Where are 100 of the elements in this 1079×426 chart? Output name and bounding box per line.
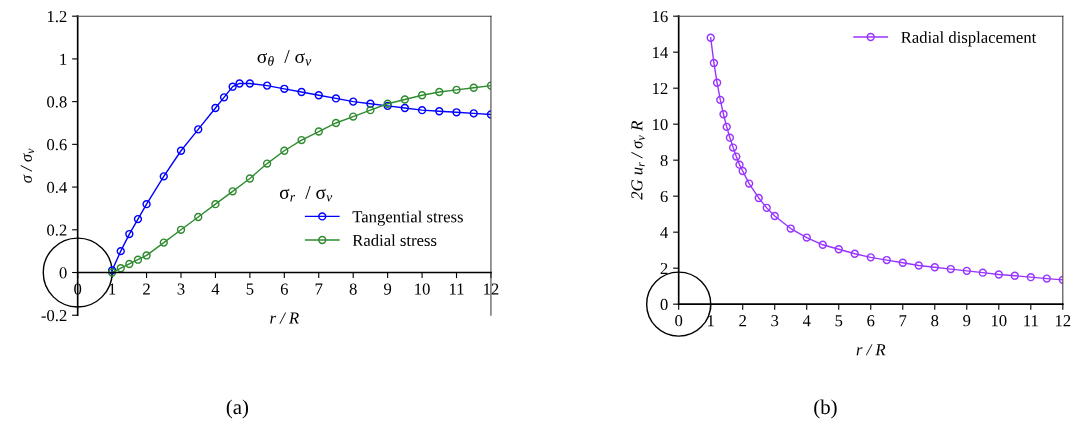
x-tick-label: 3 (771, 315, 779, 327)
point (1010, 271, 1019, 280)
y-tick-label: 1.2 (47, 10, 67, 23)
point (142, 251, 151, 260)
x-tick-label: 7 (315, 283, 323, 295)
point (962, 266, 971, 276)
x-tick-label: 6 (280, 283, 288, 295)
point (297, 87, 306, 97)
point (417, 106, 427, 115)
point (176, 146, 186, 155)
x-tick-label: 2 (739, 315, 746, 327)
legend-label: Radial stress (352, 234, 437, 247)
point (978, 268, 987, 277)
point (744, 179, 754, 188)
point (738, 166, 747, 176)
x-tick-label: 9 (384, 283, 392, 295)
point (366, 106, 375, 115)
point (349, 97, 358, 106)
point (194, 125, 203, 134)
point (802, 233, 811, 242)
y-tick-label: 2 (660, 262, 668, 274)
y-tick-label: 14 (653, 46, 669, 58)
x-tick-label: 11 (449, 283, 464, 295)
point (400, 95, 410, 104)
y-tick-label: 4 (660, 226, 669, 238)
point (245, 79, 255, 88)
point (882, 255, 891, 265)
y-tick-label: 0 (660, 298, 668, 311)
x-axis-title: r / R (270, 312, 299, 324)
y-axis-title: 2G u$_{r}$ / σ$_{v}$ R (631, 120, 645, 200)
legend-label: Tangential stress (352, 210, 463, 226)
point (452, 108, 461, 117)
x-tick-label: 12 (1055, 315, 1071, 327)
y-axis-title: σ / σ$_{v}$ (20, 148, 35, 183)
point (125, 229, 134, 239)
point (314, 127, 323, 136)
y-tick-label: 1 (60, 53, 67, 65)
text: (a) (226, 399, 249, 419)
x-tick-label: 3 (177, 283, 185, 295)
x-tick-label: 1 (708, 315, 714, 327)
annotation: σ$_{θ}$ / σ$_{v}$ (257, 50, 312, 66)
point (211, 103, 220, 113)
point (219, 93, 229, 102)
point (159, 172, 168, 181)
point (211, 199, 220, 209)
point (732, 152, 741, 161)
point (400, 103, 410, 113)
point (228, 82, 237, 91)
point (176, 225, 186, 234)
point (818, 240, 827, 249)
x-tick-label: 8 (931, 315, 939, 327)
x-tick-label: 10 (415, 283, 430, 295)
point (762, 203, 771, 213)
text: (b) (814, 399, 837, 419)
point (754, 193, 763, 203)
y-tick-label: -0.2 (41, 309, 67, 322)
point (116, 264, 125, 273)
x-tick-label: 9 (963, 315, 971, 327)
y-tick-label: 10 (653, 118, 668, 131)
x-axis-title: r / R (856, 344, 886, 356)
point (245, 174, 255, 183)
point (1026, 272, 1035, 282)
point (898, 258, 907, 267)
point (349, 112, 358, 121)
point (331, 94, 341, 103)
x-tick-label: 5 (246, 283, 254, 295)
point (116, 246, 125, 256)
point (716, 95, 725, 105)
point (314, 91, 323, 100)
point (280, 84, 289, 93)
y-tick-label: 16 (653, 10, 668, 23)
point (262, 81, 272, 90)
x-tick-label: 12 (484, 283, 499, 295)
point (725, 133, 735, 142)
point (194, 212, 203, 222)
x-tick-label: 8 (349, 283, 357, 295)
point (770, 211, 779, 221)
point (994, 270, 1003, 279)
point (280, 146, 289, 155)
point (331, 118, 341, 128)
point (469, 109, 478, 118)
point (786, 224, 795, 233)
point (706, 33, 715, 42)
x-tick-label: 2 (143, 283, 150, 295)
y-tick-label: 0.2 (47, 224, 67, 236)
x-tick-label: 0 (675, 315, 683, 327)
y-tick-label: 0 (59, 267, 67, 279)
y-tick-label: 12 (653, 82, 668, 94)
point (417, 91, 427, 100)
point (728, 143, 738, 152)
point (712, 78, 722, 87)
point (297, 135, 306, 145)
point (133, 214, 143, 224)
point (850, 249, 859, 258)
point (722, 122, 731, 132)
x-tick-label: 4 (802, 315, 811, 327)
point (914, 261, 923, 270)
point (834, 245, 843, 254)
x-tick-label: 10 (991, 315, 1007, 327)
y-tick-label: 0.4 (47, 181, 68, 194)
